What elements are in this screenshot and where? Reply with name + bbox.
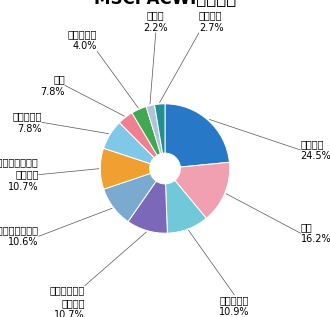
Wedge shape (104, 173, 156, 222)
Wedge shape (175, 162, 230, 218)
Wedge shape (165, 104, 229, 167)
Wedge shape (146, 105, 162, 154)
Text: 金融
16.2%: 金融 16.2% (301, 222, 330, 244)
Text: ヘルスケア
10.9%: ヘルスケア 10.9% (219, 295, 249, 317)
Text: 公益事業
2.7%: 公益事業 2.7% (199, 10, 223, 33)
Text: コミュニケーション・
サービス
10.7%: コミュニケーション・ サービス 10.7% (0, 157, 39, 192)
Wedge shape (104, 123, 154, 164)
Text: 生活必需品
7.8%: 生活必需品 7.8% (13, 111, 42, 133)
Wedge shape (119, 113, 157, 158)
Text: 一般消費財・
サービス
10.7%: 一般消費財・ サービス 10.7% (50, 286, 85, 317)
Wedge shape (128, 181, 167, 233)
Wedge shape (154, 104, 165, 153)
Text: 不動産
2.2%: 不動産 2.2% (144, 10, 168, 33)
Wedge shape (132, 107, 160, 155)
Wedge shape (166, 180, 206, 233)
Text: MSCI ACWI（参考）: MSCI ACWI（参考） (94, 0, 236, 8)
Text: 資本財・サービス
10.6%: 資本財・サービス 10.6% (0, 225, 39, 248)
Text: エネルギー
4.0%: エネルギー 4.0% (68, 29, 97, 51)
Wedge shape (100, 148, 150, 189)
Text: 素材
7.8%: 素材 7.8% (40, 74, 65, 97)
Text: 情報技術
24.5%: 情報技術 24.5% (301, 139, 330, 161)
